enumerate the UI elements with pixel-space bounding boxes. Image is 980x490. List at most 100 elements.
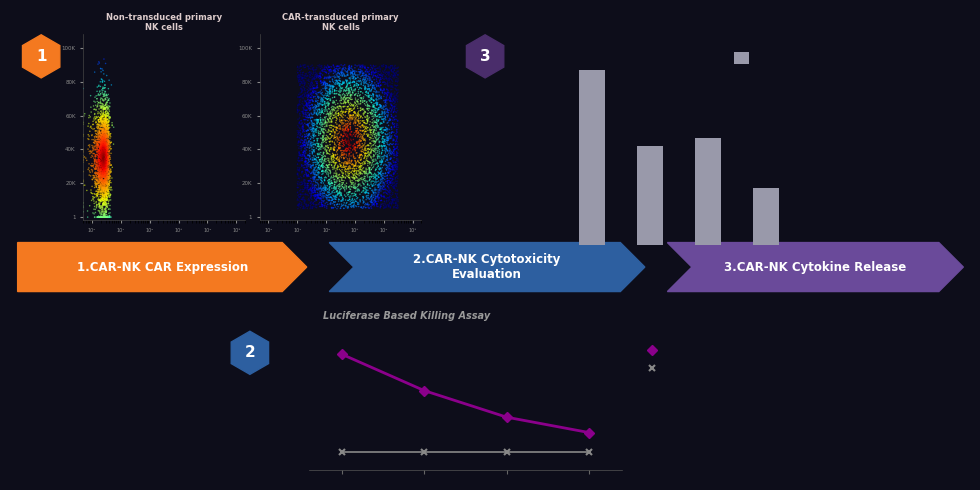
- Point: [372, 119, 388, 127]
- Point: [294, 89, 310, 97]
- Point: [356, 110, 371, 118]
- Point: [93, 187, 109, 195]
- Point: [102, 114, 118, 122]
- Point: [352, 133, 368, 141]
- Point: [94, 78, 110, 86]
- Point: [333, 61, 349, 69]
- Point: [96, 213, 112, 221]
- Point: [303, 132, 318, 140]
- Point: [305, 75, 320, 83]
- Point: [308, 188, 323, 196]
- Point: [350, 199, 366, 207]
- Point: [383, 98, 399, 105]
- Point: [88, 119, 104, 126]
- Point: [386, 147, 402, 155]
- Point: [316, 97, 331, 104]
- Point: [341, 183, 357, 191]
- Point: [313, 114, 328, 122]
- Point: [357, 168, 372, 175]
- Point: [383, 174, 399, 182]
- Point: [101, 205, 117, 213]
- Point: [98, 172, 114, 180]
- Point: [96, 139, 112, 147]
- Point: [309, 194, 324, 202]
- Point: [90, 157, 106, 165]
- Point: [95, 138, 111, 146]
- Point: [96, 145, 112, 153]
- Point: [377, 62, 393, 70]
- Point: [95, 158, 111, 166]
- Point: [381, 201, 397, 209]
- Point: [90, 141, 106, 148]
- Point: [365, 110, 380, 118]
- Point: [313, 117, 328, 124]
- Point: [100, 183, 116, 191]
- Point: [96, 153, 112, 161]
- Point: [360, 195, 375, 202]
- Point: [322, 168, 338, 175]
- Point: [99, 135, 115, 143]
- Point: [326, 169, 342, 177]
- Point: [309, 157, 324, 165]
- Point: [381, 63, 397, 71]
- Point: [309, 201, 324, 209]
- Point: [388, 187, 404, 195]
- Point: [360, 112, 375, 120]
- Point: [98, 124, 114, 132]
- Point: [97, 114, 113, 122]
- Point: [79, 187, 95, 195]
- Point: [96, 153, 112, 161]
- Point: [293, 78, 309, 86]
- Point: [370, 145, 386, 152]
- Point: [91, 139, 107, 147]
- Point: [315, 160, 330, 168]
- Point: [97, 118, 113, 125]
- Point: [381, 165, 397, 172]
- Point: [389, 128, 405, 136]
- Point: [300, 134, 316, 142]
- Point: [302, 147, 318, 155]
- Point: [384, 200, 400, 208]
- Point: [372, 94, 388, 101]
- Point: [367, 152, 382, 160]
- Point: [297, 164, 313, 171]
- Point: [383, 194, 399, 201]
- Point: [101, 190, 117, 198]
- Point: [96, 169, 112, 176]
- Point: [351, 162, 367, 170]
- Point: [97, 139, 113, 147]
- Point: [95, 102, 111, 110]
- Point: [326, 88, 342, 96]
- Point: [96, 138, 112, 146]
- Point: [91, 141, 107, 149]
- Point: [341, 86, 357, 94]
- Point: [372, 185, 388, 193]
- Point: [360, 132, 375, 140]
- Point: [304, 147, 319, 155]
- Point: [355, 114, 370, 122]
- Point: [333, 108, 349, 116]
- Point: [316, 65, 331, 73]
- Point: [91, 138, 107, 146]
- Point: [390, 194, 406, 201]
- Point: [101, 137, 117, 145]
- Point: [95, 178, 111, 186]
- Point: [352, 169, 368, 176]
- Point: [378, 161, 394, 169]
- Point: [334, 66, 350, 74]
- Point: [317, 125, 332, 133]
- Point: [358, 68, 373, 76]
- Point: [353, 66, 368, 74]
- Point: [337, 61, 353, 69]
- Point: [376, 119, 392, 126]
- Point: [358, 137, 373, 145]
- Point: [99, 158, 115, 166]
- Point: [81, 114, 97, 122]
- Point: [87, 158, 103, 166]
- Point: [383, 62, 399, 70]
- Point: [92, 151, 108, 159]
- Point: [345, 160, 361, 168]
- Point: [358, 160, 373, 168]
- Point: [315, 167, 330, 174]
- Point: [100, 104, 116, 112]
